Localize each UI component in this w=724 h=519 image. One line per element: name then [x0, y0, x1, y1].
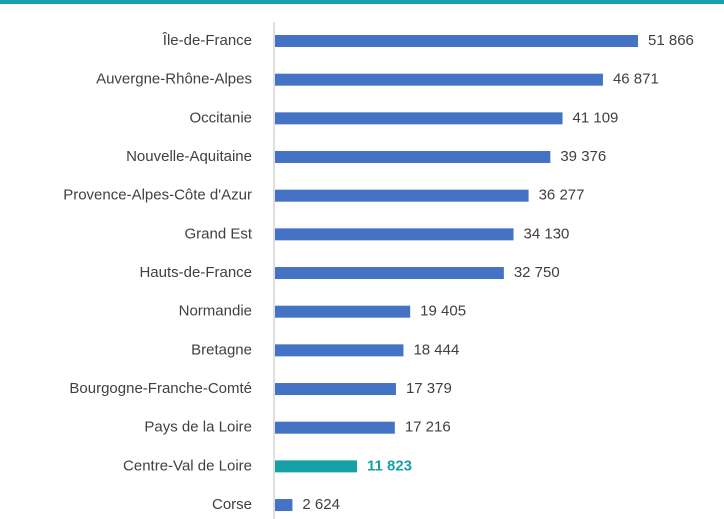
value-label: 36 277 — [539, 187, 585, 204]
bar — [275, 305, 411, 318]
value-label: 46 871 — [613, 71, 659, 88]
top-border — [0, 0, 724, 4]
category-label: Île-de-France — [162, 32, 252, 49]
bar — [275, 35, 638, 47]
category-label: Auvergne-Rhône-Alpes — [96, 71, 252, 88]
category-label: Nouvelle-Aquitaine — [126, 148, 252, 165]
category-label: Bourgogne-Franche-Comté — [69, 380, 252, 397]
value-label: 17 216 — [405, 419, 451, 436]
bar — [275, 460, 357, 473]
value-label: 34 130 — [524, 225, 570, 242]
value-label: 11 823 — [367, 457, 412, 474]
category-label: Pays de la Loire — [144, 419, 252, 436]
value-label: 39 376 — [560, 148, 606, 165]
value-label: 2 624 — [302, 496, 340, 513]
value-label: 17 379 — [406, 380, 452, 397]
category-label: Hauts-de-France — [139, 264, 252, 281]
bar — [275, 344, 404, 357]
category-label: Bretagne — [191, 341, 252, 358]
bar — [275, 228, 514, 241]
bar — [275, 383, 396, 396]
value-label: 41 109 — [573, 109, 619, 126]
category-label: Grand Est — [184, 225, 252, 242]
category-label: Normandie — [179, 303, 252, 320]
bar — [275, 112, 563, 125]
bar — [275, 73, 603, 86]
bar — [275, 267, 504, 280]
bar — [275, 151, 551, 164]
bar — [275, 189, 529, 202]
bar — [275, 421, 395, 434]
category-label: Corse — [212, 496, 252, 513]
value-label: 32 750 — [514, 264, 560, 281]
value-label: 18 444 — [413, 341, 459, 358]
value-label: 19 405 — [420, 303, 466, 320]
category-label: Centre-Val de Loire — [123, 457, 252, 474]
category-label: Occitanie — [189, 109, 252, 126]
value-label: 51 866 — [648, 32, 694, 49]
category-label: Provence-Alpes-Côte d'Azur — [63, 187, 252, 204]
bar — [275, 499, 293, 512]
